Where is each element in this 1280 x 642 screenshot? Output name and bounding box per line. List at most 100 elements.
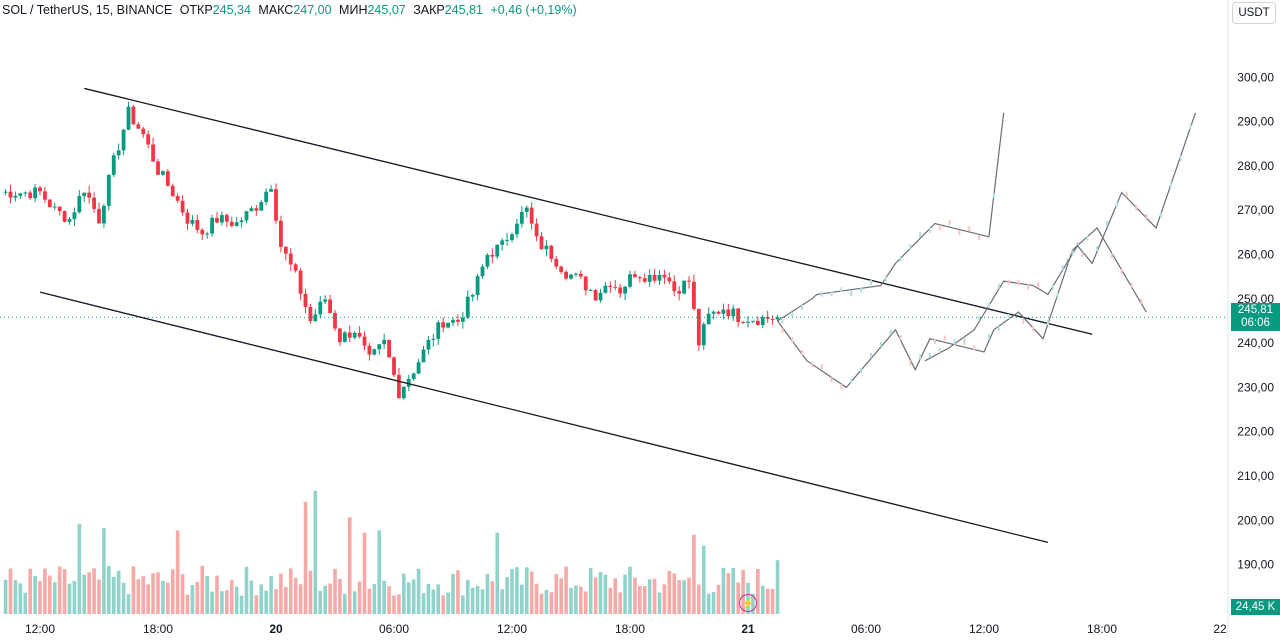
candle-body: [67, 219, 72, 222]
candle-body: [47, 199, 52, 208]
candle-body: [711, 311, 716, 314]
candle-body: [333, 312, 337, 329]
volume-bar: [146, 584, 150, 614]
volume-bar: [318, 590, 323, 614]
x-tick-label: 12:00: [969, 622, 999, 636]
candle-body: [421, 349, 426, 363]
ghost-candle: [1007, 279, 1010, 285]
volume-bar: [249, 580, 254, 614]
candle-body: [534, 223, 539, 237]
candle-body: [52, 206, 57, 208]
candle-body: [347, 332, 352, 338]
lightning-bolt-icon[interactable]: ⚡: [739, 594, 757, 612]
volume-bar: [343, 593, 347, 614]
candle-body: [539, 236, 544, 250]
y-tick-label: 290,00: [1237, 115, 1274, 129]
candle-body: [102, 205, 106, 224]
ghost-candle: [1027, 284, 1030, 290]
currency-button[interactable]: USDT: [1232, 2, 1276, 24]
ghost-candle: [1120, 268, 1123, 274]
y-tick-label: 300,00: [1237, 70, 1274, 84]
candle-body: [288, 253, 293, 265]
volume-bar: [765, 588, 770, 614]
volume-bar: [485, 573, 490, 614]
candle-body: [692, 281, 696, 309]
volume-bar: [579, 586, 583, 614]
candle-body: [387, 339, 391, 358]
volume-bar: [352, 591, 357, 614]
candle-body: [623, 286, 627, 294]
candle-body: [578, 273, 583, 277]
volume-bar: [121, 582, 126, 614]
y-tick-label: 260,00: [1237, 248, 1274, 262]
candle-body: [554, 258, 559, 267]
candle-body: [696, 308, 701, 346]
y-tick-label: 240,00: [1237, 336, 1274, 350]
ghost-candle: [1169, 182, 1172, 188]
candle-body: [175, 196, 180, 201]
candle-body: [97, 208, 101, 224]
ghost-candle: [958, 230, 961, 236]
ghost-candle: [968, 226, 971, 232]
candle-body: [583, 276, 588, 291]
candle-body: [136, 124, 141, 129]
ghost-candle: [860, 287, 863, 293]
ghost-candle: [963, 337, 966, 343]
volume-bar: [652, 578, 657, 614]
volume-bar: [52, 582, 57, 614]
ghost-candle: [1076, 242, 1079, 248]
ghost-candle: [1125, 191, 1128, 197]
candle-body: [323, 299, 328, 302]
candle-body: [618, 287, 623, 294]
candle-body: [406, 378, 411, 387]
candle-body: [264, 191, 269, 203]
projection-zigzag-a: [777, 112, 1005, 322]
volume-bar: [244, 566, 249, 614]
x-tick-label: 22: [1213, 622, 1227, 636]
volume-bar: [726, 573, 731, 614]
volume-bar: [721, 567, 726, 614]
volume-bar: [284, 586, 288, 614]
volume-bar: [598, 572, 603, 614]
y-tick-label: 210,00: [1237, 469, 1274, 483]
volume-bar: [416, 568, 421, 614]
ghost-candle: [820, 291, 823, 297]
volume-bar: [170, 569, 175, 614]
symbol-label[interactable]: SOL / TetherUS, 15, BINANCE: [2, 3, 173, 17]
volume-bar: [180, 574, 185, 614]
ghost-candle: [1130, 282, 1133, 288]
candle-body: [529, 207, 534, 224]
candle-body: [588, 290, 593, 292]
candle-body: [195, 219, 200, 230]
candle-body: [328, 299, 332, 313]
ghost-candle: [1071, 250, 1074, 256]
candle-body: [38, 187, 42, 192]
volume-bar: [269, 576, 273, 614]
volume-bar: [539, 593, 544, 614]
candle-body: [559, 266, 564, 272]
volume-bar: [338, 578, 342, 614]
volume-bar: [564, 566, 568, 614]
candle-body: [82, 192, 87, 197]
volume-bar: [490, 581, 495, 614]
candle-body: [313, 314, 318, 322]
candle-body: [647, 275, 652, 282]
volume-bar: [608, 587, 613, 614]
candle-body: [441, 322, 446, 328]
ghost-candle: [938, 224, 941, 230]
candle-body: [765, 317, 770, 319]
candle-body: [72, 212, 77, 220]
x-tick-label: 18:00: [143, 622, 173, 636]
volume-bar: [682, 580, 686, 614]
ghost-candle: [997, 326, 1000, 332]
candle-body: [279, 220, 283, 247]
volume-bar: [13, 580, 18, 614]
volume-bar: [392, 595, 396, 614]
volume-bar: [195, 582, 200, 614]
ghost-candle: [919, 232, 922, 238]
volume-bar: [500, 589, 504, 614]
volume-bar: [279, 573, 283, 614]
volume-bar: [328, 583, 332, 614]
